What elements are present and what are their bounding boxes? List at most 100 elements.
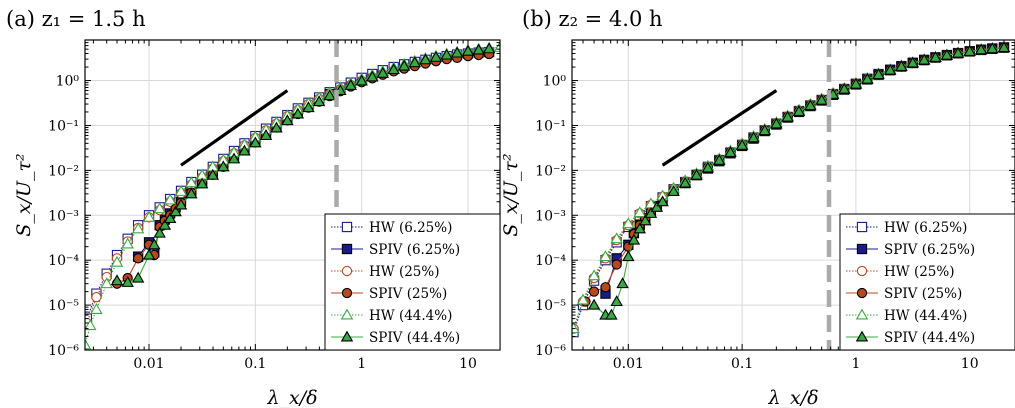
- data-point: [855, 308, 869, 320]
- x-axis-title: λ_x/δ: [767, 387, 818, 408]
- legend-label: SPIV (6.25%): [884, 242, 975, 258]
- data-point: [341, 265, 353, 277]
- x-tick-label: 1: [851, 356, 860, 372]
- data-point: [856, 287, 868, 299]
- data-point: [408, 56, 422, 68]
- data-point: [610, 295, 623, 307]
- legend: HW (6.25%) SPIV (6.25%) HW (25%) SPIV (25%)…: [839, 213, 1015, 351]
- data-point: [770, 117, 783, 129]
- data-point: [610, 232, 623, 244]
- data-point: [472, 43, 485, 55]
- x-tick-label: 0.1: [244, 356, 266, 372]
- data-point: [622, 250, 635, 262]
- legend-label: HW (6.25%): [369, 220, 452, 236]
- y-tick-label: 10⁻⁴: [535, 253, 566, 269]
- data-point: [482, 42, 496, 54]
- data-point: [121, 237, 134, 249]
- data-point: [259, 129, 273, 140]
- y-tick-label: 10⁰: [56, 74, 80, 90]
- series-markers: [587, 41, 1011, 320]
- data-point: [312, 95, 326, 107]
- data-point: [461, 44, 475, 56]
- data-point: [270, 121, 283, 133]
- y-tick-label: 10⁻¹: [48, 118, 79, 134]
- data-point: [217, 160, 230, 172]
- legend-item: SPIV (44.4%): [846, 330, 975, 346]
- data-point: [440, 48, 453, 60]
- data-point: [85, 338, 92, 350]
- reference-slope-line: [180, 89, 289, 167]
- data-point: [376, 66, 390, 78]
- axes-frame: [84, 39, 501, 351]
- data-point: [587, 298, 601, 310]
- data-point: [340, 330, 354, 342]
- legend-label: HW (44.4%): [884, 308, 967, 324]
- chart-panel-a: 0.01 0.1 1 10 10⁻⁶ 10⁻⁵ 10⁻⁴ 10⁻³ 10⁻² 10⁻¹ 10⁰ (a)…: [6, 7, 501, 408]
- data-point: [185, 187, 198, 199]
- series-group: [85, 40, 500, 350]
- legend-label: SPIV (44.4%): [884, 330, 975, 346]
- x-tick-label: 0.1: [731, 356, 753, 372]
- data-point: [633, 222, 646, 234]
- data-point: [572, 322, 580, 334]
- data-point: [238, 144, 251, 156]
- data-point: [633, 206, 646, 218]
- y-axis-title: S_x/U_τ²: [13, 153, 35, 236]
- x-tick-label: 0.01: [133, 356, 164, 372]
- x-tick-label: 10: [459, 356, 477, 372]
- data-point: [701, 161, 715, 173]
- data-point: [169, 205, 182, 217]
- data-point: [148, 238, 161, 250]
- data-point: [906, 56, 920, 68]
- y-tick-label: 10⁻³: [535, 208, 566, 224]
- legend-label: HW (6.25%): [884, 220, 967, 236]
- x-tick-label: 10: [961, 356, 979, 372]
- data-point: [667, 185, 680, 196]
- axes-frame: [571, 39, 1015, 351]
- legend-box: [839, 213, 1015, 351]
- legend-box: [324, 213, 501, 351]
- data-point: [397, 59, 411, 71]
- legend-label: SPIV (44.4%): [369, 330, 460, 346]
- data-point: [131, 222, 145, 234]
- data-point: [735, 138, 749, 150]
- chart-panel-b: 0.01 0.1 1 10 10⁻⁶ 10⁻⁵ 10⁻⁴ 10⁻³ 10⁻² 10⁻¹ 10⁰ (b)…: [500, 7, 1015, 408]
- data-point: [804, 99, 817, 111]
- data-point: [895, 60, 908, 71]
- data-point: [153, 202, 166, 214]
- data-point: [291, 107, 305, 119]
- x-tick-label: 0.01: [613, 356, 644, 372]
- panel-title: (a) z₁ = 1.5 h: [6, 7, 146, 31]
- data-point: [174, 185, 188, 196]
- data-point: [622, 217, 635, 229]
- panel-title: (b) z₂ = 4.0 h: [522, 7, 663, 31]
- y-tick-label: 10⁻¹: [535, 118, 566, 134]
- data-point: [206, 168, 220, 180]
- y-tick-label: 10⁻⁵: [535, 298, 566, 314]
- legend-item: SPIV (6.25%): [331, 242, 460, 258]
- data-point: [355, 74, 368, 86]
- data-point: [340, 308, 354, 320]
- data-point: [100, 277, 113, 289]
- data-point: [366, 70, 379, 82]
- data-point: [917, 53, 931, 65]
- data-point: [341, 287, 353, 299]
- data-point: [185, 176, 198, 188]
- y-tick-label: 10⁻⁴: [48, 253, 79, 269]
- data-point: [429, 50, 443, 62]
- y-tick-label: 10⁰: [543, 74, 567, 90]
- data-point: [690, 168, 703, 180]
- series-markers: [110, 42, 496, 287]
- data-point: [644, 207, 658, 218]
- data-point: [142, 248, 156, 260]
- data-point: [724, 146, 737, 158]
- data-point: [281, 114, 294, 126]
- data-point: [344, 79, 358, 90]
- data-point: [142, 210, 156, 222]
- legend-item: SPIV (25%): [846, 286, 962, 302]
- y-tick-label: 10⁻³: [48, 208, 79, 224]
- data-point: [163, 193, 177, 205]
- data-point: [576, 293, 590, 305]
- y-tick-label: 10⁻⁶: [48, 343, 79, 359]
